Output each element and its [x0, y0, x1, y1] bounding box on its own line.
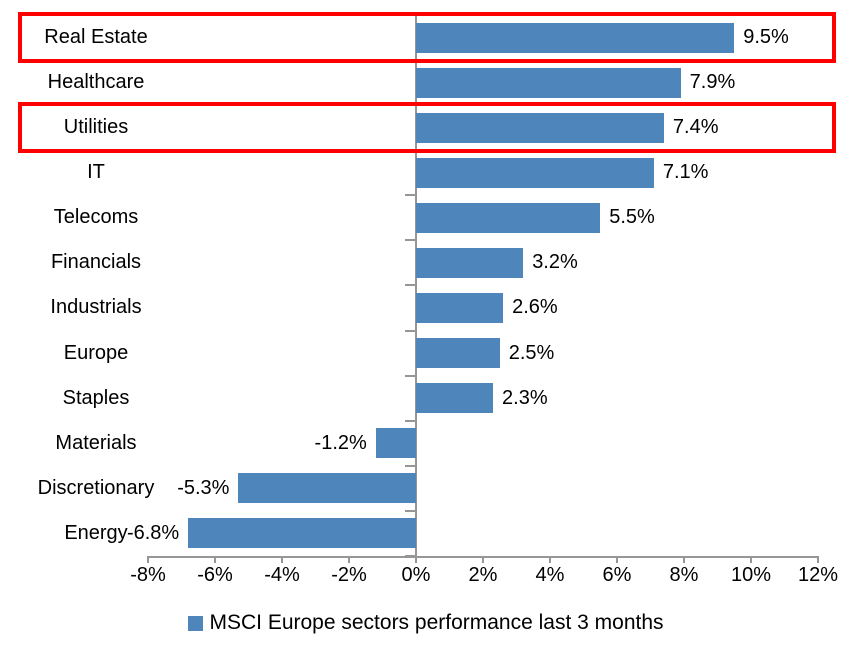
value-label-materials: -1.2% — [314, 431, 367, 454]
category-axis-tick — [405, 464, 416, 467]
category-axis-tick — [405, 284, 416, 287]
x-tick-label: 8% — [669, 564, 699, 586]
legend: MSCI Europe sectors performance last 3 m… — [28, 611, 824, 635]
value-label-staples: 2.3% — [502, 386, 548, 409]
category-label-utilities: Utilities — [63, 116, 129, 139]
legend-label: MSCI Europe sectors performance last 3 m… — [209, 611, 664, 634]
category-axis-tick — [405, 239, 416, 242]
category-axis-tick — [405, 194, 416, 197]
legend-swatch-icon — [188, 615, 204, 631]
x-axis-tick — [147, 556, 149, 563]
x-axis-tick — [281, 556, 283, 563]
bar-staples — [416, 383, 494, 414]
highlight-box-utilities — [18, 102, 836, 154]
value-label-it: 7.1% — [662, 161, 709, 184]
category-axis-tick — [405, 554, 416, 557]
x-tick-label: -4% — [264, 564, 300, 586]
x-axis-tick — [482, 556, 484, 563]
bar-it — [416, 157, 654, 188]
x-tick-label: 4% — [535, 564, 565, 586]
category-label-real-estate: Real Estate — [44, 26, 148, 48]
x-axis-tick — [750, 556, 752, 563]
x-tick-label: 2% — [468, 564, 498, 586]
bar-materials — [375, 428, 416, 459]
category-label-financials: Financials — [50, 251, 142, 274]
x-axis-tick — [214, 556, 216, 563]
value-label-discretionary: -5.3% — [177, 476, 230, 499]
x-tick-label: 0% — [401, 564, 431, 586]
x-axis-tick — [616, 556, 618, 563]
value-label-real-estate: 9.5% — [743, 26, 789, 48]
category-axis-tick — [405, 329, 416, 332]
x-axis-tick — [683, 556, 685, 563]
category-label-telecoms: Telecoms — [53, 206, 139, 229]
category-label-europe: Europe — [63, 341, 129, 364]
category-axis-tick — [405, 419, 416, 422]
bar-real-estate — [416, 22, 735, 53]
category-axis-tick — [405, 509, 416, 512]
category-label-materials: Materials — [55, 431, 137, 454]
bar-telecoms — [416, 202, 601, 233]
value-label-energy: -6.8% — [126, 521, 180, 544]
value-label-healthcare: 7.9% — [689, 71, 736, 94]
value-label-utilities: 7.4% — [672, 116, 719, 139]
x-axis-tick — [348, 556, 350, 563]
x-tick-label: 6% — [602, 564, 632, 586]
x-tick-label: -2% — [331, 564, 367, 586]
bar-discretionary — [238, 473, 416, 504]
bar-healthcare — [416, 67, 681, 98]
category-label-it: IT — [87, 161, 105, 184]
highlight-box-real-estate — [18, 12, 836, 63]
value-label-telecoms: 5.5% — [609, 206, 655, 229]
category-label-energy: Energy — [64, 521, 128, 544]
bar-utilities — [416, 112, 664, 143]
bar-industrials — [416, 293, 504, 324]
value-label-financials: 3.2% — [532, 251, 578, 274]
x-tick-label: -8% — [130, 564, 166, 586]
x-axis-tick — [549, 556, 551, 563]
x-tick-label: 12% — [797, 564, 839, 586]
category-label-discretionary: Discretionary — [37, 476, 155, 499]
value-label-industrials: 2.6% — [512, 296, 558, 319]
x-axis-tick — [817, 556, 819, 563]
bar-financials — [416, 247, 524, 278]
x-axis-tick — [415, 556, 417, 563]
zero-axis-line — [415, 15, 417, 556]
category-label-staples: Staples — [62, 386, 130, 409]
bar-europe — [416, 338, 500, 369]
bar-energy — [188, 518, 416, 549]
category-axis-tick — [405, 374, 416, 377]
value-label-europe: 2.5% — [508, 341, 555, 364]
x-tick-label: 10% — [730, 564, 772, 586]
category-label-industrials: Industrials — [50, 296, 142, 319]
x-tick-label: -6% — [197, 564, 233, 586]
category-label-healthcare: Healthcare — [47, 71, 145, 94]
